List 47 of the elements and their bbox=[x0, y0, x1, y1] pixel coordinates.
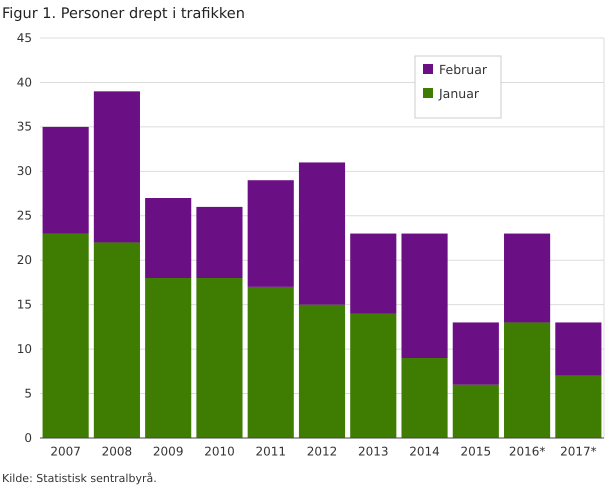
bar bbox=[145, 198, 192, 278]
y-tick-label: 10 bbox=[16, 342, 32, 356]
bar bbox=[196, 278, 243, 438]
x-tick-label: 2007 bbox=[50, 444, 81, 459]
bar bbox=[94, 242, 140, 438]
bar bbox=[555, 322, 602, 376]
x-tick-label: 2011 bbox=[255, 444, 286, 459]
y-tick-label: 0 bbox=[24, 430, 32, 445]
bar bbox=[248, 180, 294, 287]
y-tick-label: 5 bbox=[24, 386, 32, 400]
chart-title: Figur 1. Personer drept i trafikken bbox=[2, 6, 245, 22]
y-tick-label: 30 bbox=[16, 164, 32, 178]
bar bbox=[504, 234, 550, 322]
y-tick-label: 15 bbox=[16, 298, 32, 312]
x-tick-label: 2008 bbox=[102, 444, 132, 459]
bar bbox=[42, 126, 89, 234]
bar bbox=[401, 234, 448, 358]
x-tick-label: 2009 bbox=[152, 444, 184, 459]
legend-label: Januar bbox=[438, 86, 480, 101]
bar bbox=[401, 358, 448, 438]
bar bbox=[42, 234, 89, 438]
bar bbox=[94, 91, 140, 242]
x-tick-label: 2010 bbox=[204, 444, 235, 459]
x-tick-label: 2015 bbox=[460, 444, 492, 459]
bar bbox=[298, 162, 346, 305]
y-tick-label: 35 bbox=[16, 120, 32, 134]
y-tick-label: 25 bbox=[16, 208, 32, 223]
x-tick-label: 2013 bbox=[358, 444, 389, 459]
legend-label: Februar bbox=[439, 62, 488, 77]
y-tick-label: 45 bbox=[16, 30, 32, 45]
bar bbox=[555, 376, 602, 438]
x-tick-label: 2017* bbox=[560, 444, 597, 459]
x-tick-label: 2014 bbox=[409, 444, 440, 459]
bar bbox=[504, 322, 550, 438]
bar bbox=[350, 314, 396, 438]
bar bbox=[452, 384, 499, 438]
bar bbox=[350, 234, 396, 314]
y-tick-label: 40 bbox=[16, 75, 32, 90]
bar bbox=[298, 304, 346, 438]
bar bbox=[145, 278, 192, 438]
y-tick-label: 20 bbox=[16, 253, 32, 268]
bar bbox=[452, 322, 499, 385]
x-tick-label: 2012 bbox=[306, 444, 338, 459]
text: Kilde: Statistisk sentralbyrå. bbox=[2, 472, 157, 485]
bar bbox=[248, 286, 294, 438]
bar bbox=[196, 206, 243, 278]
x-tick-label: 2016* bbox=[508, 444, 546, 459]
